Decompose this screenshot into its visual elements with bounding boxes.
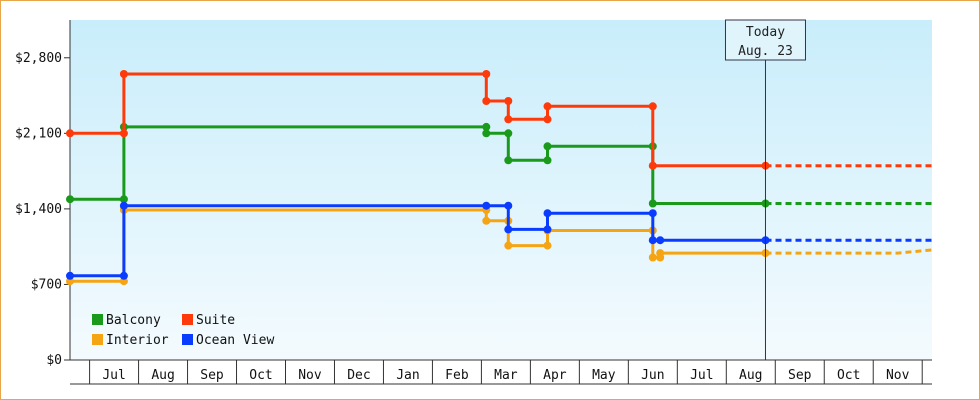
legend-swatch <box>182 334 193 345</box>
data-point <box>504 201 513 210</box>
legend-label: Suite <box>196 313 235 328</box>
plot-area <box>70 20 932 360</box>
data-point <box>119 195 128 204</box>
data-point <box>648 199 657 208</box>
data-point <box>648 209 657 218</box>
series-layer <box>66 70 933 286</box>
data-point <box>504 241 513 250</box>
x-tick-label: Aug <box>739 368 762 383</box>
today-label: Today <box>746 25 785 40</box>
y-tick-label: $2,100 <box>15 126 62 141</box>
today-date: Aug. 23 <box>738 44 793 59</box>
data-point <box>543 115 552 124</box>
data-point <box>648 161 657 170</box>
series-line <box>70 72 766 168</box>
x-tick-label: May <box>592 368 616 383</box>
data-point <box>66 129 74 138</box>
y-tick-label: $0 <box>46 353 62 368</box>
legend-label: Ocean View <box>196 333 274 348</box>
x-tick-label: Jan <box>396 368 419 383</box>
data-point <box>482 129 491 138</box>
data-point <box>66 195 74 204</box>
legend-swatch <box>182 314 193 325</box>
data-point <box>119 129 128 138</box>
x-tick-label: Sep <box>788 368 812 383</box>
data-point <box>648 253 657 262</box>
legend-label: Interior <box>106 333 169 348</box>
x-tick-label: Jun <box>641 368 664 383</box>
data-point <box>504 115 513 124</box>
data-point <box>656 236 665 245</box>
data-point <box>482 201 491 210</box>
data-point <box>482 216 491 225</box>
data-point <box>543 209 552 218</box>
x-tick-label: Apr <box>543 368 567 383</box>
y-tick-label: $1,400 <box>15 202 62 217</box>
data-point <box>648 236 657 245</box>
data-point <box>543 142 552 151</box>
tick-labels: $0 $700 $1,400 $2,100 $2,800 Jul Aug Sep Oct Nov D… <box>15 51 910 383</box>
x-tick-label: Feb <box>445 368 469 383</box>
data-point <box>504 129 513 138</box>
x-tick-label: Sep <box>200 368 224 383</box>
y-tick-label: $700 <box>31 277 62 292</box>
y-tick-label: $2,800 <box>15 51 62 66</box>
data-point <box>543 241 552 250</box>
data-point <box>482 97 491 105</box>
data-point <box>648 102 657 111</box>
x-tick-label: Aug <box>151 368 174 383</box>
legend-swatch <box>92 334 103 345</box>
data-point <box>119 271 128 280</box>
data-point <box>119 201 128 210</box>
today-box <box>724 19 806 61</box>
data-point <box>656 249 665 258</box>
x-tick-label: Mar <box>494 368 518 383</box>
data-point <box>504 97 513 105</box>
data-point <box>119 70 128 78</box>
data-point <box>504 225 513 234</box>
x-tick-label: Nov <box>886 368 910 383</box>
legend: Balcony Suite Interior Ocean View <box>92 313 274 348</box>
data-point <box>543 225 552 234</box>
x-tick-label: Oct <box>837 368 860 383</box>
data-point <box>482 122 491 131</box>
data-point <box>504 156 513 165</box>
data-point <box>482 70 491 78</box>
data-point <box>543 156 552 165</box>
legend-swatch <box>92 314 103 325</box>
today-marker: Today Aug. 23 <box>724 19 806 360</box>
x-tick-label: Jul <box>102 368 125 383</box>
x-tick-label: Oct <box>249 368 272 383</box>
legend-label: Balcony <box>106 313 161 328</box>
data-point <box>66 271 74 280</box>
x-tick-label: Jul <box>690 368 713 383</box>
x-tick-label: Nov <box>298 368 322 383</box>
axes <box>64 20 932 385</box>
x-tick-label: Dec <box>347 368 370 383</box>
series-projection <box>765 248 933 255</box>
data-point <box>543 102 552 111</box>
